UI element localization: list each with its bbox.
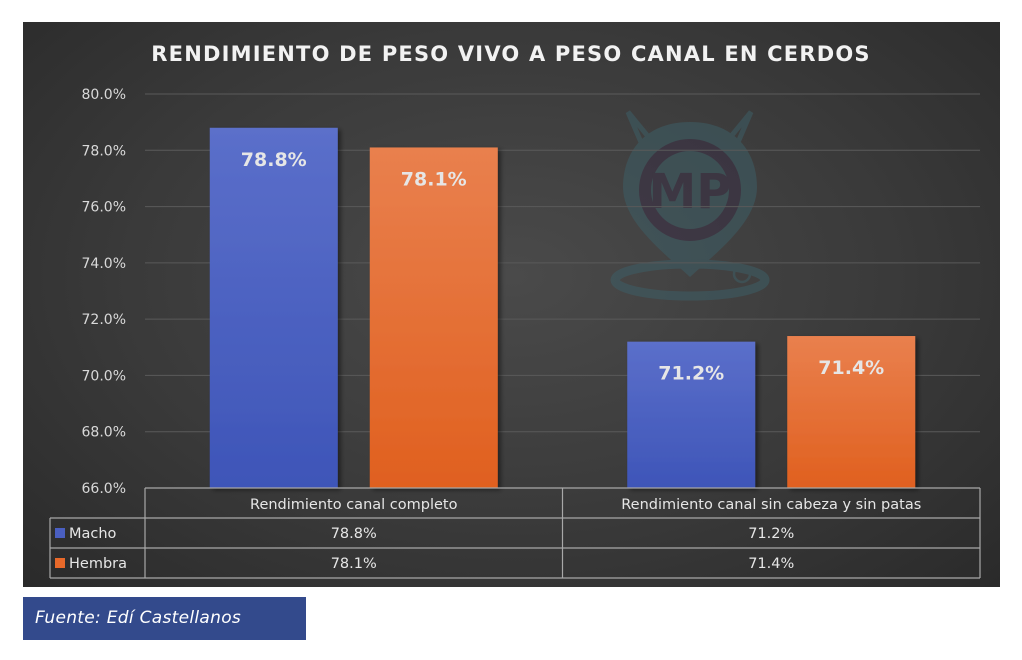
- category-label: Rendimiento canal completo: [250, 497, 458, 513]
- y-axis: 66.0% 68.0% 70.0% 72.0% 74.0% 76.0% 78.0% 80.0%: [82, 87, 126, 497]
- data-label: 71.2%: [658, 363, 724, 385]
- y-tick-label: 66.0%: [82, 481, 126, 497]
- legend-swatch-macho: [55, 528, 65, 538]
- y-tick-label: 70.0%: [82, 368, 126, 384]
- table-cell: 71.4%: [748, 556, 794, 572]
- data-label: 78.8%: [241, 149, 307, 171]
- data-labels: 78.8% 71.2% 78.1% 71.4%: [241, 149, 884, 385]
- table-cell: 78.1%: [331, 556, 377, 572]
- bar-macho-1: [209, 127, 338, 489]
- legend-label: Hembra: [69, 556, 127, 572]
- table-cell: 78.8%: [331, 526, 377, 542]
- table-cell: 71.2%: [748, 526, 794, 542]
- y-tick-label: 78.0%: [82, 143, 126, 159]
- y-tick-label: 74.0%: [82, 256, 126, 272]
- data-table: Rendimiento canal completo Rendimiento ca…: [49, 487, 981, 579]
- bar-macho-2: [627, 341, 756, 488]
- data-label: 78.1%: [401, 168, 467, 190]
- chart: RENDIMIENTO DE PESO VIVO A PESO CANAL EN…: [49, 42, 981, 579]
- y-tick-label: 80.0%: [82, 87, 126, 103]
- watermark-logo: MP: [610, 110, 770, 301]
- y-tick-label: 68.0%: [82, 425, 126, 441]
- legend-label: Macho: [69, 526, 117, 542]
- chart-panel: RENDIMIENTO DE PESO VIVO A PESO CANAL EN…: [23, 22, 1000, 587]
- y-tick-label: 76.0%: [82, 200, 126, 216]
- bars: [209, 127, 916, 489]
- chart-title: RENDIMIENTO DE PESO VIVO A PESO CANAL EN…: [151, 42, 870, 66]
- y-tick-label: 72.0%: [82, 312, 126, 328]
- bar-hembra-2: [787, 336, 916, 488]
- watermark-text: MP: [649, 164, 732, 220]
- legend-swatch-hembra: [55, 558, 65, 568]
- source-badge: Fuente: Edí Castellanos: [23, 597, 306, 640]
- category-label: Rendimiento canal sin cabeza y sin patas: [621, 497, 921, 513]
- data-label: 71.4%: [818, 357, 884, 379]
- bar-hembra-1: [369, 147, 498, 488]
